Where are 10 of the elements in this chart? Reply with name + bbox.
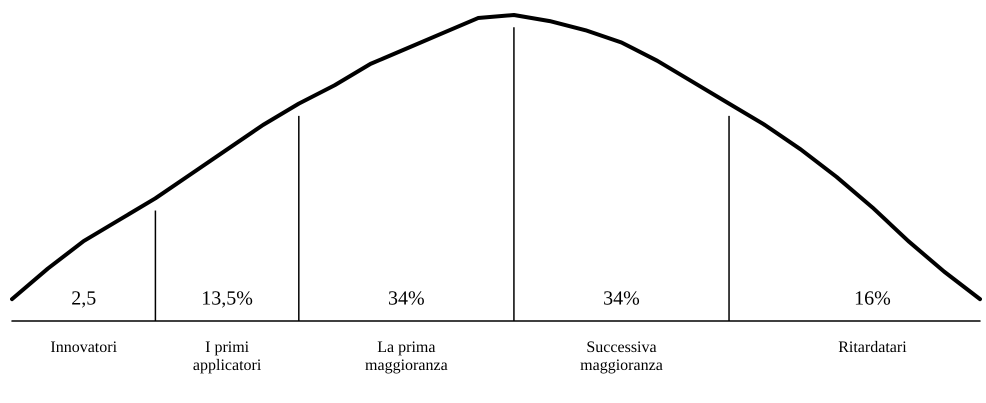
text: Successiva maggioranza	[580, 339, 663, 374]
annotation: 13,5%	[201, 288, 253, 310]
text: I primi applicatori	[192, 339, 262, 374]
text: Innovatori	[50, 339, 118, 356]
text: Ritardatari	[838, 339, 908, 356]
annotation: 34%	[603, 288, 640, 310]
text: La prima maggioranza	[365, 339, 448, 374]
annotation: 2,5	[71, 288, 96, 310]
annotation: 34%	[388, 288, 425, 310]
annotation: 16%	[854, 288, 891, 310]
